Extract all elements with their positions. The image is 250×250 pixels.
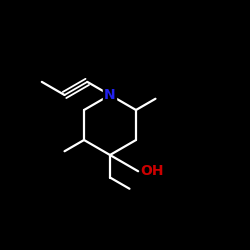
Text: N: N bbox=[104, 88, 116, 102]
Text: OH: OH bbox=[141, 164, 164, 178]
